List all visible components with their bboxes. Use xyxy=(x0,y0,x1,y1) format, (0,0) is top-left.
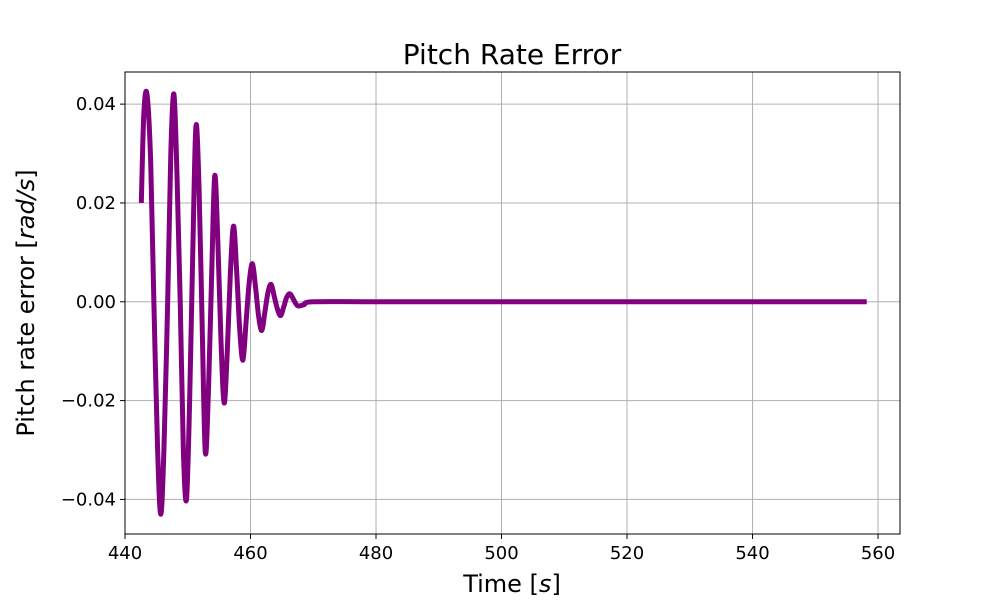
x-tick-label: 540 xyxy=(735,543,769,564)
x-tick-label: 500 xyxy=(484,543,518,564)
x-tick-label: 480 xyxy=(359,543,393,564)
x-tick-label: 460 xyxy=(233,543,267,564)
y-tick-label: −0.04 xyxy=(61,489,116,510)
y-tick-label: 0.04 xyxy=(76,94,116,115)
x-axis-title: Time [s] xyxy=(462,570,561,598)
pitch-rate-error-line xyxy=(138,88,867,517)
x-tick-label: 440 xyxy=(108,543,142,564)
x-tick-label: 560 xyxy=(861,543,895,564)
y-axis-title: Pitch rate error [rad/s] xyxy=(12,169,40,436)
x-tick-label: 520 xyxy=(610,543,644,564)
y-tick-label: −0.02 xyxy=(61,391,116,412)
plot-area xyxy=(138,88,867,517)
y-tick-label: 0.00 xyxy=(76,292,116,313)
chart-title: Pitch Rate Error xyxy=(403,38,622,71)
y-tick-label: 0.02 xyxy=(76,193,116,214)
axis-ticks: 440 460 480 500 520 540 560 −0.04 −0.02 0.00 0.02 0… xyxy=(61,94,895,564)
plot-frame xyxy=(124,71,901,535)
